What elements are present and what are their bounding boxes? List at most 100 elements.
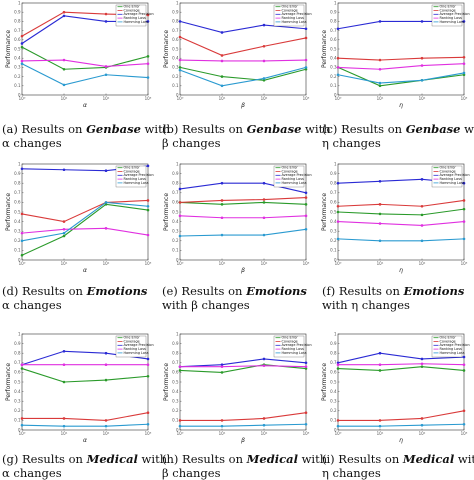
caption-line2: η changes xyxy=(322,466,381,480)
x-tick-label: 10³ xyxy=(145,96,152,101)
data-point xyxy=(20,42,24,45)
legend-box xyxy=(431,335,463,358)
y-tick-label: 0.3 xyxy=(172,229,179,234)
data-point xyxy=(178,35,182,39)
data-point xyxy=(378,419,382,422)
y-tick-label: 0.7 xyxy=(172,28,179,33)
series-line xyxy=(337,66,465,87)
caption-line2: with β changes xyxy=(162,298,250,312)
data-point xyxy=(378,84,382,88)
data-point xyxy=(336,181,340,185)
caption-h: (h) Results on Medical with β changes xyxy=(162,452,327,480)
y-axis-label: Performance xyxy=(5,363,12,401)
series-line xyxy=(179,66,307,87)
x-axis-label: η xyxy=(399,437,403,444)
y-tick-label: 0.2 xyxy=(330,74,337,79)
caption-c: (c) Results on Genbase with η changes xyxy=(322,122,474,150)
x-tick-label: 10¹ xyxy=(377,96,384,101)
data-point xyxy=(462,220,466,223)
y-tick-label: 0.5 xyxy=(330,209,337,214)
y-tick-label: 0.9 xyxy=(172,341,179,346)
y-tick-label: 0.4 xyxy=(172,219,179,224)
caption-label: (g) Results on xyxy=(2,452,83,466)
data-point xyxy=(262,181,266,185)
data-point xyxy=(62,363,66,367)
legend-label: Ranking Loss xyxy=(440,177,462,181)
data-point xyxy=(262,78,266,82)
legend-box xyxy=(273,335,305,358)
y-tick-label: 0.3 xyxy=(14,399,21,404)
y-tick-label: 0.2 xyxy=(14,74,21,79)
caption-label: (d) Results on xyxy=(2,284,83,298)
y-tick-label: 0.6 xyxy=(172,200,179,205)
y-tick-label: 1 xyxy=(18,0,21,5)
data-point xyxy=(304,422,308,426)
x-tick-label: 10⁰ xyxy=(19,261,26,266)
y-tick-label: 0.4 xyxy=(172,389,179,394)
y-tick-label: 0.8 xyxy=(330,351,337,356)
data-point xyxy=(146,76,150,79)
x-tick-label: 10² xyxy=(261,261,268,266)
legend-label: One Error xyxy=(124,336,141,340)
data-point xyxy=(62,231,66,235)
data-point xyxy=(304,227,308,231)
y-tick-label: 0.7 xyxy=(14,360,21,365)
data-point xyxy=(20,253,24,257)
legend-label: Hamming Loss xyxy=(440,20,465,24)
x-tick-label: 10¹ xyxy=(61,431,68,436)
data-point xyxy=(178,68,182,72)
data-point xyxy=(262,23,266,27)
data-point xyxy=(262,216,266,220)
legend-label: Ranking Loss xyxy=(124,177,146,181)
data-point xyxy=(146,62,150,66)
legend-label: One Error xyxy=(440,5,457,9)
legend-label: Average Precision xyxy=(440,12,470,16)
data-point xyxy=(220,84,224,88)
data-point xyxy=(336,419,340,422)
y-tick-label: 0.5 xyxy=(14,379,21,384)
caption-b: (b) Results on Genbase with β changes xyxy=(162,122,331,150)
series-line xyxy=(21,423,149,427)
series-line xyxy=(179,228,307,237)
caption-dataset: Genbase xyxy=(405,122,461,136)
y-tick-label: 0 xyxy=(334,427,337,432)
y-tick-label: 1 xyxy=(176,161,179,166)
data-point xyxy=(62,349,66,353)
y-tick-label: 0.5 xyxy=(172,209,179,214)
y-tick-label: 1 xyxy=(334,0,337,5)
series-line xyxy=(179,59,307,62)
legend-label: Hamming Loss xyxy=(124,351,149,355)
y-tick-label: 0 xyxy=(18,427,21,432)
caption-label: (a) Results on xyxy=(2,122,83,136)
data-point xyxy=(304,58,308,62)
data-point xyxy=(146,374,150,378)
data-point xyxy=(336,363,340,367)
data-point xyxy=(146,20,150,23)
y-tick-label: 0.9 xyxy=(330,10,337,15)
data-point xyxy=(420,224,424,227)
y-axis-label: Performance xyxy=(163,30,170,68)
y-tick-label: 0.6 xyxy=(172,37,179,42)
x-tick-label: 10⁰ xyxy=(177,431,184,436)
data-point xyxy=(462,409,466,413)
data-point xyxy=(462,181,466,185)
legend-label: Average Precision xyxy=(124,12,154,16)
y-tick-label: 1 xyxy=(18,161,21,166)
data-point xyxy=(104,227,108,230)
y-tick-label: 0.1 xyxy=(330,83,337,88)
data-point xyxy=(262,357,266,361)
data-point xyxy=(304,367,308,370)
data-point xyxy=(378,212,382,216)
series-line xyxy=(179,36,307,57)
legend-label: One Error xyxy=(282,5,299,9)
legend-label: Average Precision xyxy=(282,343,312,347)
data-point xyxy=(178,20,182,23)
caption-dataset: Medical xyxy=(402,452,455,466)
y-tick-label: 0.8 xyxy=(172,19,179,24)
data-point xyxy=(104,73,108,77)
caption-a: (a) Results on Genbase with α changes xyxy=(2,122,170,150)
caption-label: (b) Results on xyxy=(162,122,243,136)
data-point xyxy=(420,239,424,243)
data-point xyxy=(462,55,466,59)
data-point xyxy=(220,216,224,220)
